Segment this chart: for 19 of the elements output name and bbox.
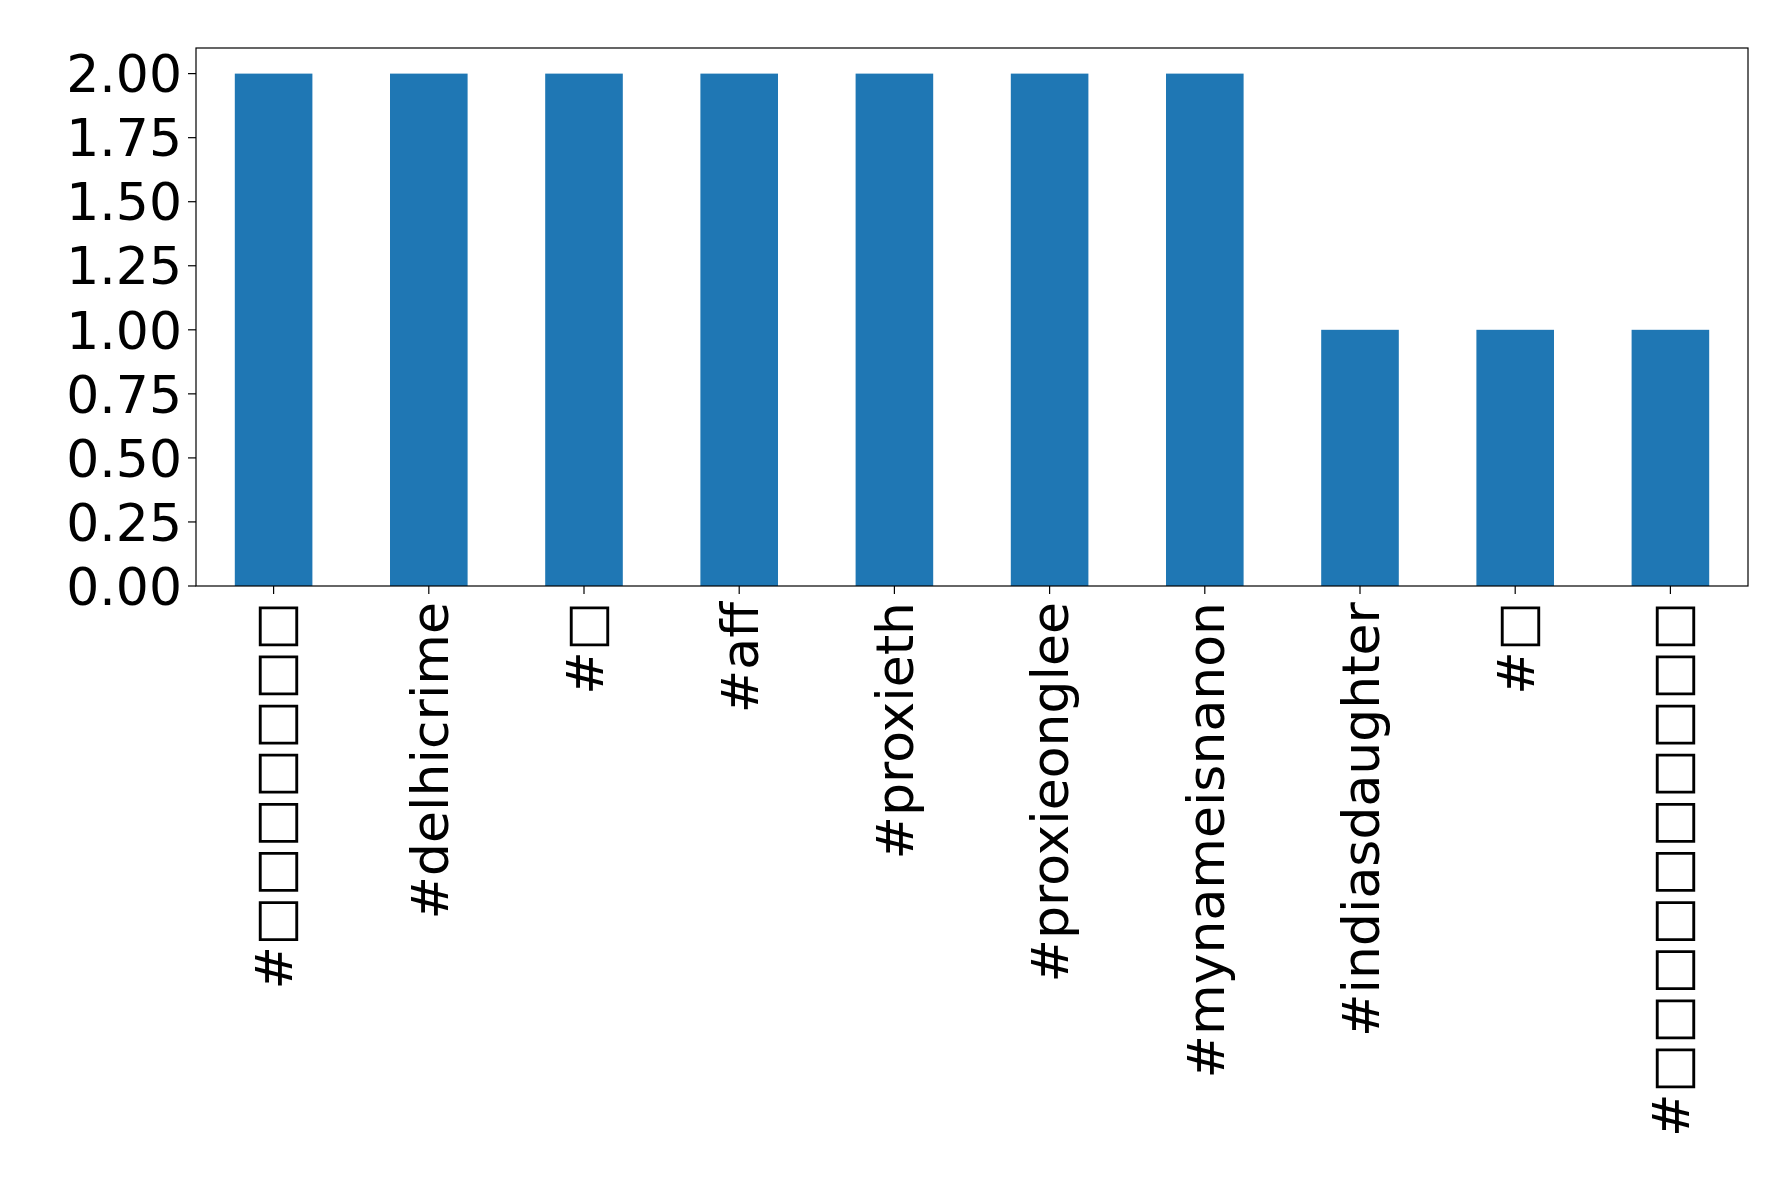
y-tick-label: 0.00 [66,556,182,617]
x-tick-label: #delhicrime [399,602,460,920]
x-tick-label: #aff [709,600,770,714]
x-tick-label: #proxieonglee [1020,602,1081,983]
y-tick-label: 1.50 [66,172,182,233]
y-tick-label: 0.50 [66,428,182,489]
x-tick-label: #□□□□□□□□□□ [1641,602,1702,1137]
x-tick-label: #proxieth [865,602,926,860]
x-tick-label: #mynameisnanon [1175,602,1236,1079]
y-tick-label: 1.75 [66,108,182,169]
y-tick-label: 1.25 [66,236,182,297]
x-tick-label: #□ [554,602,615,695]
y-tick-label: 0.75 [66,364,182,425]
y-tick-label: 1.00 [66,300,182,361]
x-tick-label: #□□□□□□□ [244,602,305,990]
x-tick-label: #□ [1485,602,1546,695]
x-tick-label: #indiasdaughter [1330,601,1391,1037]
y-tick-label: 0.25 [66,492,182,553]
y-tick-label: 2.00 [66,44,182,105]
